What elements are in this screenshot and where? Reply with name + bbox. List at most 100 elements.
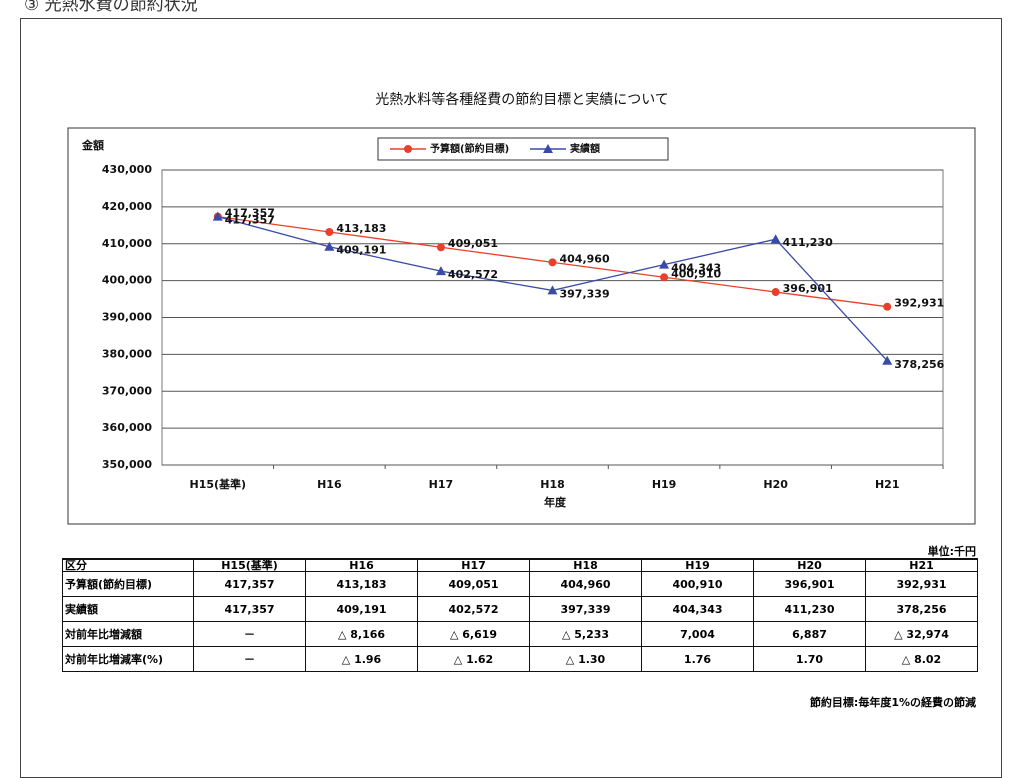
data-label: 409,191	[336, 244, 386, 257]
table-cell: △ 8,166	[305, 621, 418, 647]
table-cell: 392,931	[865, 571, 978, 597]
table-cell: 409,051	[417, 571, 530, 597]
table-row: 実績額 417,357 409,191 402,572 397,339 404,343 41…	[62, 596, 978, 622]
unit-label: 単位:千円	[927, 545, 976, 558]
table-row: 予算額(節約目標) 417,357 413,183 409,051 404,960 400…	[62, 571, 978, 597]
data-label: 404,960	[560, 252, 610, 265]
table-cell: H19	[641, 558, 754, 572]
table-cell: 対前年比増減額	[62, 621, 194, 647]
data-label: 378,256	[894, 358, 944, 371]
data-label: 417,357	[225, 214, 275, 227]
point	[882, 355, 893, 365]
table-cell: 411,230	[753, 596, 866, 622]
x-tick-label: H21	[875, 478, 900, 491]
table-row: 対前年比増減率(%) － △ 1.96 △ 1.62 △ 1.30 1.76 1.70 △ 8…	[62, 646, 978, 672]
data-label: 411,230	[783, 236, 833, 249]
point	[548, 258, 557, 267]
legend-box	[377, 137, 669, 161]
data-label: 409,051	[448, 237, 498, 250]
x-tick-label: H16	[317, 478, 342, 491]
x-tick-label: H17	[429, 478, 454, 491]
table-cell: －	[193, 646, 306, 672]
table-note: 節約目標:毎年度1%の経費の節減	[809, 696, 976, 709]
point	[404, 145, 412, 153]
table-cell: △ 6,619	[417, 621, 530, 647]
chart-title: 光熱水料等各種経費の節約目標と実績について	[375, 91, 669, 108]
point	[435, 266, 446, 276]
y-tick-label: 410,000	[102, 237, 152, 250]
data-label: 404,343	[671, 262, 721, 275]
table-cell: H17	[417, 558, 530, 572]
table-cell: 409,191	[305, 596, 418, 622]
y-tick-label: 370,000	[102, 384, 152, 397]
point	[547, 285, 558, 295]
data-label: 392,931	[894, 297, 944, 310]
legend-label: 予算額(節約目標)	[430, 142, 509, 155]
y-tick-label: 430,000	[102, 163, 152, 176]
table-cell: 区分	[62, 558, 194, 572]
section-header: ③ 光熱水費の節約状況	[24, 0, 198, 15]
table-cell: H18	[529, 558, 642, 572]
point	[883, 302, 892, 311]
table-cell: △ 8.02	[865, 646, 978, 672]
table-cell: H20	[753, 558, 866, 572]
table-cell: 396,901	[753, 571, 866, 597]
data-label: 400,910	[671, 267, 721, 280]
y-tick-label: 420,000	[102, 200, 152, 213]
y-tick-label: 390,000	[102, 311, 152, 324]
legend-label: 実績額	[570, 142, 600, 155]
table-cell: 413,183	[305, 571, 418, 597]
table-cell: △ 1.96	[305, 646, 418, 672]
point	[212, 211, 223, 221]
x-tick-label: H19	[652, 478, 677, 491]
point	[325, 228, 334, 237]
table-cell: △ 1.30	[529, 646, 642, 672]
point	[770, 234, 781, 244]
table-cell: 7,004	[641, 621, 754, 647]
table-cell: 417,357	[193, 571, 306, 597]
y-axis-label: 金額	[81, 138, 104, 152]
y-tick-label: 360,000	[102, 421, 152, 434]
table-cell: 1.70	[753, 646, 866, 672]
point	[436, 243, 445, 252]
point	[771, 288, 780, 297]
table-cell: H16	[305, 558, 418, 572]
table-cell: 397,339	[529, 596, 642, 622]
point	[660, 273, 669, 282]
table-cell: 6,887	[753, 621, 866, 647]
x-tick-label: H15(基準)	[189, 477, 246, 491]
x-tick-label: H18	[540, 478, 565, 491]
data-label: 417,357	[225, 207, 275, 220]
point	[543, 144, 553, 153]
point	[324, 241, 335, 251]
table-cell: 予算額(節約目標)	[62, 571, 194, 597]
table-cell: 402,572	[417, 596, 530, 622]
table-cell: △ 1.62	[417, 646, 530, 672]
y-tick-label: 350,000	[102, 458, 152, 471]
table-row: 区分 H15(基準) H16 H17 H18 H19 H20 H21	[62, 558, 978, 572]
y-tick-label: 380,000	[102, 347, 152, 360]
x-axis-label: 年度	[544, 495, 567, 509]
table-cell: 実績額	[62, 596, 194, 622]
table-cell: －	[193, 621, 306, 647]
data-label: 397,339	[560, 287, 610, 300]
table-cell: 400,910	[641, 571, 754, 597]
table-cell: △ 32,974	[865, 621, 978, 647]
y-tick-label: 400,000	[102, 274, 152, 287]
table-row: 対前年比増減額－ △ 8,166 △ 6,619 △ 5,233 7,004 6,887 △…	[62, 621, 978, 647]
table-cell: 417,357	[193, 596, 306, 622]
table-cell: △ 5,233	[529, 621, 642, 647]
data-table: 区分 H15(基準) H16 H17 H18 H19 H20 H21 予算額(節約目標) 417,…	[62, 558, 978, 672]
chart-box	[67, 127, 976, 525]
data-label: 396,901	[783, 282, 833, 295]
data-label: 413,183	[336, 222, 386, 235]
x-tick-label: H20	[763, 478, 788, 491]
page: ③ 光熱水費の節約状況 光熱水料等各種経費の節約目標と実績について 金額 年度 …	[20, 0, 1002, 778]
table-cell: H15(基準)	[193, 558, 306, 572]
chart: 光熱水料等各種経費の節約目標と実績について 金額 年度 350,000 360,0…	[67, 91, 976, 525]
data-label: 402,572	[448, 268, 498, 281]
table-cell: 1.76	[641, 646, 754, 672]
table-cell: 404,343	[641, 596, 754, 622]
table-cell: H21	[865, 558, 978, 572]
table-cell: 対前年比増減率(%)	[62, 646, 194, 672]
